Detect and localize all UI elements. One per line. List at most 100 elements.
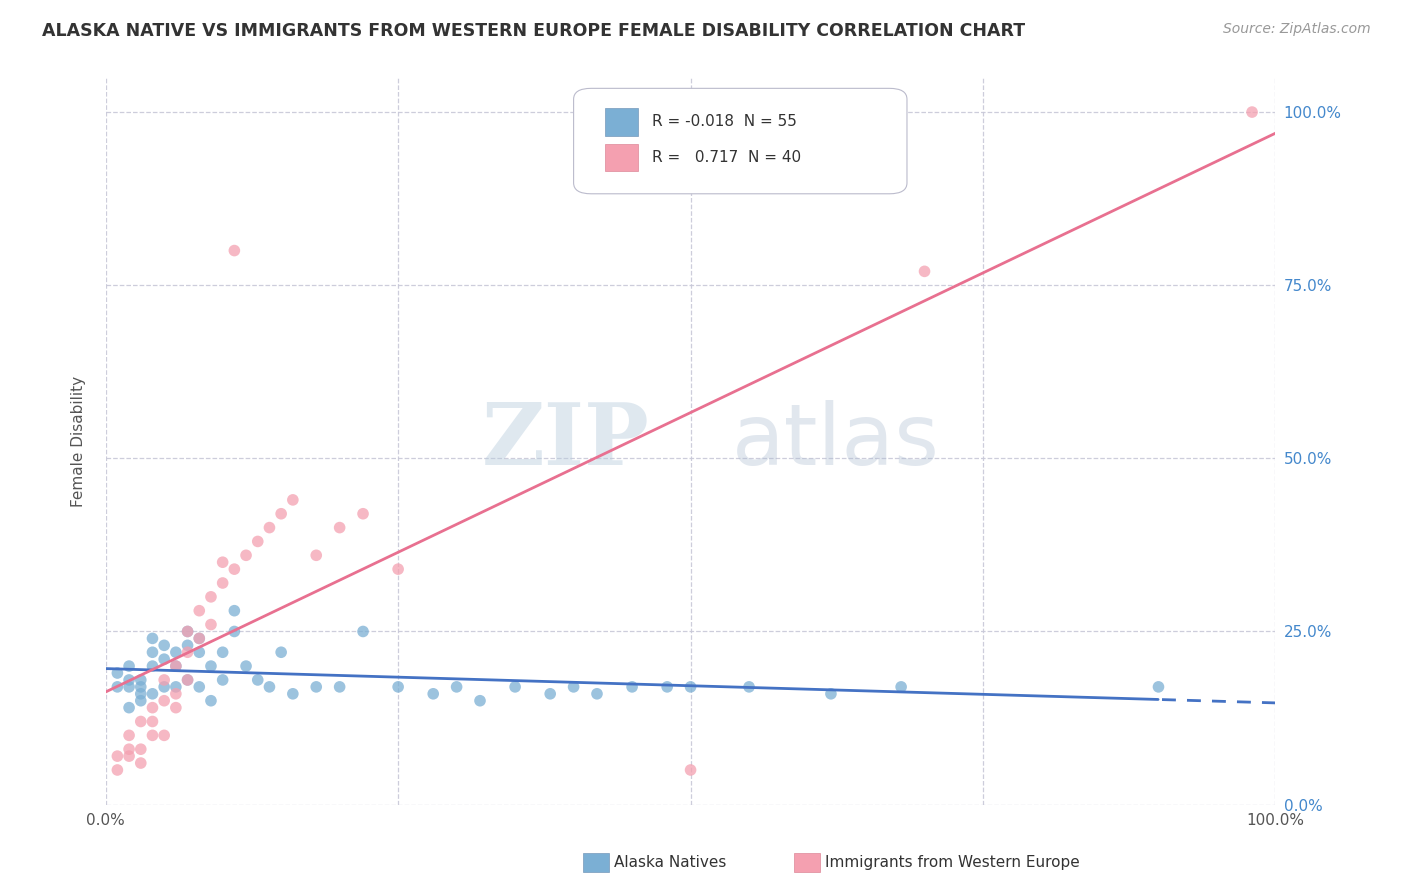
Point — [621, 680, 644, 694]
Point — [224, 562, 246, 576]
Point — [211, 645, 233, 659]
Point — [153, 638, 176, 652]
Point — [224, 604, 246, 618]
Point — [211, 576, 233, 591]
Text: ALASKA NATIVE VS IMMIGRANTS FROM WESTERN EUROPE FEMALE DISABILITY CORRELATION CH: ALASKA NATIVE VS IMMIGRANTS FROM WESTERN… — [42, 22, 1025, 40]
Point — [329, 680, 352, 694]
Point — [141, 687, 163, 701]
Point — [165, 645, 187, 659]
Point — [446, 680, 468, 694]
Point — [176, 638, 198, 652]
Point — [281, 687, 304, 701]
Point — [129, 680, 152, 694]
Point — [200, 590, 222, 604]
Point — [387, 680, 409, 694]
Point — [105, 763, 128, 777]
Point — [657, 680, 679, 694]
Y-axis label: Female Disability: Female Disability — [72, 376, 86, 507]
Point — [105, 666, 128, 681]
Point — [281, 492, 304, 507]
Point — [165, 659, 187, 673]
Point — [586, 687, 609, 701]
Point — [890, 680, 912, 694]
Point — [246, 534, 269, 549]
Point — [118, 728, 141, 742]
Point — [224, 244, 246, 258]
Point — [141, 645, 163, 659]
Point — [235, 549, 257, 563]
Point — [820, 687, 842, 701]
Point — [1147, 680, 1170, 694]
Text: Immigrants from Western Europe: Immigrants from Western Europe — [825, 855, 1080, 870]
Point — [176, 673, 198, 687]
Point — [270, 645, 292, 659]
Point — [118, 742, 141, 756]
Point — [118, 700, 141, 714]
Point — [914, 264, 936, 278]
Point — [200, 617, 222, 632]
Point — [129, 687, 152, 701]
Point — [129, 742, 152, 756]
Point — [118, 673, 141, 687]
Point — [352, 624, 374, 639]
FancyBboxPatch shape — [605, 144, 638, 171]
Point — [387, 562, 409, 576]
Point — [352, 507, 374, 521]
Point — [468, 694, 491, 708]
Point — [129, 673, 152, 687]
Point — [153, 694, 176, 708]
Text: Source: ZipAtlas.com: Source: ZipAtlas.com — [1223, 22, 1371, 37]
Point — [200, 694, 222, 708]
Point — [538, 687, 561, 701]
Point — [211, 673, 233, 687]
Point — [129, 714, 152, 729]
Point — [118, 659, 141, 673]
Point — [141, 700, 163, 714]
Point — [141, 714, 163, 729]
Point — [105, 749, 128, 764]
Point — [211, 555, 233, 569]
Point — [129, 756, 152, 770]
Point — [235, 659, 257, 673]
Point — [165, 700, 187, 714]
Point — [679, 763, 702, 777]
Point — [1241, 105, 1264, 120]
Point — [153, 680, 176, 694]
Point — [679, 680, 702, 694]
Point — [562, 680, 585, 694]
Point — [176, 673, 198, 687]
Point — [165, 680, 187, 694]
Text: R = -0.018  N = 55: R = -0.018 N = 55 — [652, 114, 797, 129]
FancyBboxPatch shape — [574, 88, 907, 194]
Text: Alaska Natives: Alaska Natives — [614, 855, 727, 870]
Point — [246, 673, 269, 687]
Point — [329, 520, 352, 534]
Point — [259, 520, 281, 534]
Point — [129, 694, 152, 708]
Point — [176, 645, 198, 659]
Point — [141, 659, 163, 673]
Point — [422, 687, 444, 701]
Point — [176, 624, 198, 639]
Point — [188, 632, 211, 646]
Point — [118, 749, 141, 764]
Point — [165, 687, 187, 701]
Text: ZIP: ZIP — [482, 399, 650, 483]
Point — [738, 680, 761, 694]
Point — [141, 728, 163, 742]
Point — [188, 645, 211, 659]
Point — [141, 632, 163, 646]
Point — [176, 624, 198, 639]
FancyBboxPatch shape — [605, 108, 638, 136]
Point — [165, 659, 187, 673]
Text: atlas: atlas — [731, 400, 939, 483]
Point — [305, 549, 328, 563]
Point — [153, 728, 176, 742]
Point — [188, 604, 211, 618]
Point — [270, 507, 292, 521]
Point — [118, 680, 141, 694]
Point — [503, 680, 526, 694]
Point — [305, 680, 328, 694]
Point — [188, 680, 211, 694]
Point — [105, 680, 128, 694]
